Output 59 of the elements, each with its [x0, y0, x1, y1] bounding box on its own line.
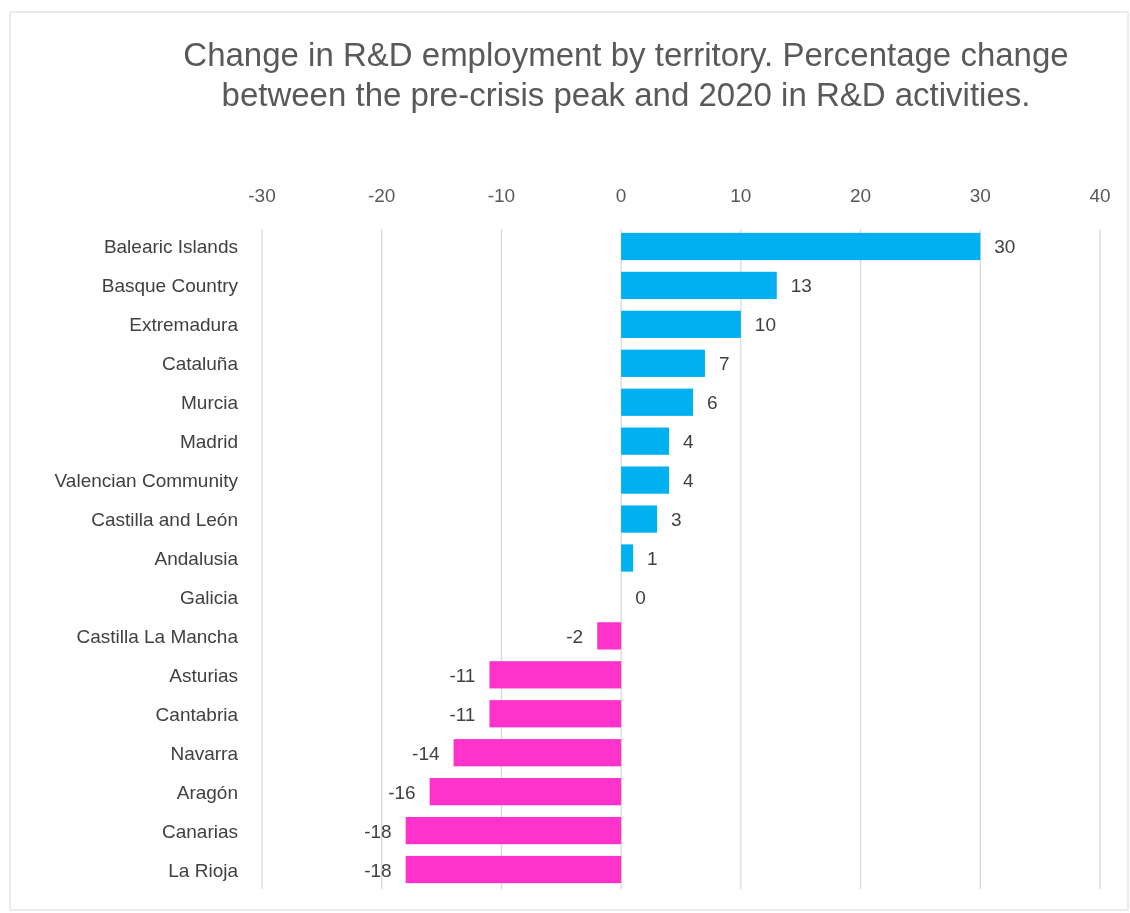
bar [453, 739, 622, 767]
bar [489, 661, 622, 689]
bar [621, 232, 981, 261]
y-tick-label: Cataluña [161, 353, 239, 375]
y-tick-label: Castilla La Mancha [76, 625, 239, 647]
y-tick-label: Basque Country [101, 275, 239, 297]
data-label: -18 [364, 859, 392, 881]
y-tick-label: Canarias [161, 820, 238, 842]
y-tick-label: Murcia [180, 392, 239, 414]
data-label: -11 [449, 703, 476, 725]
x-tick-label: 20 [850, 185, 872, 206]
data-label: 13 [790, 275, 812, 297]
data-label: -16 [388, 781, 416, 803]
bar [621, 544, 634, 572]
y-tick-label: Galicia [179, 586, 239, 608]
y-tick-label: Balearic Islands [103, 236, 238, 258]
y-tick-label: Asturias [169, 664, 238, 686]
y-tick-label: Navarra [170, 742, 239, 764]
x-tick-label: -30 [248, 185, 276, 206]
data-label: 1 [647, 548, 658, 569]
chart-title: Change in R&D employment by territory. Percentage change between the pre-crisis peak and 2020 in R&D activities. [183, 36, 1069, 113]
data-label: -11 [449, 664, 476, 686]
data-label: 4 [683, 431, 695, 453]
x-tick-label: 30 [969, 185, 991, 206]
bar [489, 700, 622, 728]
bar [621, 349, 705, 377]
x-tick-label: -20 [367, 185, 396, 206]
y-tick-label: Castilla and León [91, 509, 238, 531]
y-tick-label: Aragón [176, 781, 238, 803]
bar [621, 466, 670, 494]
data-label: -14 [412, 742, 440, 764]
data-label: 3 [671, 509, 682, 531]
data-label: 30 [994, 236, 1016, 258]
x-tick-label: -10 [487, 185, 516, 206]
bar [621, 310, 741, 338]
bar [405, 855, 622, 884]
data-label: 7 [718, 353, 730, 375]
data-label: -18 [364, 820, 392, 842]
y-tick-label: Extremadura [129, 314, 239, 336]
bar [621, 427, 670, 455]
data-label: 10 [754, 314, 776, 336]
bar [621, 388, 693, 416]
bar [597, 622, 622, 650]
x-tick-label: 0 [615, 185, 627, 206]
bar [621, 271, 777, 300]
bar [405, 816, 622, 845]
data-label: -2 [566, 625, 584, 647]
y-tick-label: Cantabria [155, 703, 239, 725]
y-tick-label: Andalusia [154, 548, 239, 569]
bar [621, 505, 658, 533]
y-tick-label: Madrid [179, 431, 238, 453]
data-label: 4 [683, 470, 695, 492]
x-tick-label: 10 [730, 185, 752, 206]
x-tick-label: 40 [1089, 185, 1111, 206]
bar [429, 778, 622, 806]
data-label: 0 [635, 586, 646, 608]
data-label: 6 [706, 392, 718, 414]
y-tick-label: Valencian Community [54, 470, 239, 492]
y-tick-label: La Rioja [168, 859, 239, 881]
